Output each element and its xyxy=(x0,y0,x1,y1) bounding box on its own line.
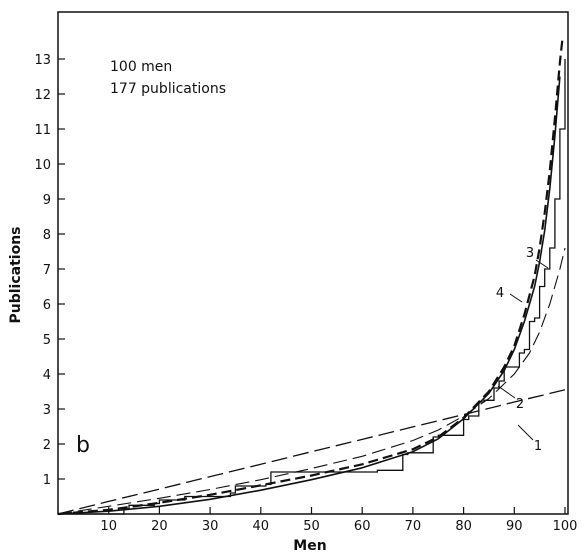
x-tick-label: 100 xyxy=(553,519,578,534)
series-1-leader xyxy=(517,424,534,441)
x-tick-label: 20 xyxy=(151,519,168,534)
x-tick-label: 50 xyxy=(303,519,320,534)
y-tick-label: 9 xyxy=(43,193,51,208)
x-tick-label: 30 xyxy=(202,519,219,534)
series-4-leader xyxy=(509,293,523,303)
annotation-men: 100 men xyxy=(110,59,172,75)
y-tick-label: 7 xyxy=(43,263,51,278)
y-tick-label: 2 xyxy=(43,438,51,453)
y-tick-label: 12 xyxy=(34,88,51,103)
series-2-curve xyxy=(57,247,566,515)
y-tick-label: 5 xyxy=(43,333,51,348)
y-tick-label: 11 xyxy=(34,123,51,138)
series-layer xyxy=(57,37,566,516)
y-tick-label: 4 xyxy=(43,368,51,383)
x-tick-label: 10 xyxy=(100,519,117,534)
y-tick-label: 1 xyxy=(43,473,51,488)
y-tick-label: 3 xyxy=(43,403,51,418)
y-tick-label: 13 xyxy=(34,53,51,68)
x-tick-label: 60 xyxy=(354,519,371,534)
curve-labels-layer: 1 2 3 4 xyxy=(496,246,549,454)
series-4-label: 4 xyxy=(496,286,504,301)
x-tick-label: 70 xyxy=(405,519,422,534)
series-2-label: 2 xyxy=(516,397,524,412)
x-tick-label: 80 xyxy=(455,519,472,534)
empirical-step-line xyxy=(58,59,566,515)
y-tick-label: 6 xyxy=(43,298,51,313)
axes-frame xyxy=(57,11,569,515)
x-axis-label: Men xyxy=(293,538,326,554)
y-tick-label: 10 xyxy=(34,158,51,173)
plot-frame xyxy=(57,11,569,515)
x-axis-ticks: 10 20 30 40 50 60 70 80 90 100 xyxy=(100,507,577,534)
y-axis-label: Publications xyxy=(8,226,24,323)
series-3-leader xyxy=(535,259,549,269)
series-1-curve xyxy=(57,389,566,515)
x-tick-label: 40 xyxy=(253,519,270,534)
series-3-curve xyxy=(57,37,564,516)
series-3-label: 3 xyxy=(526,246,534,261)
series-2-leader xyxy=(497,385,516,399)
annotation-publications: 177 publications xyxy=(110,81,226,97)
series-4-curve xyxy=(57,76,561,515)
panel-label: b xyxy=(76,433,90,458)
y-tick-label: 8 xyxy=(43,228,51,243)
series-1-label: 1 xyxy=(534,439,542,454)
step-data-layer xyxy=(58,59,566,515)
x-tick-label: 90 xyxy=(506,519,523,534)
